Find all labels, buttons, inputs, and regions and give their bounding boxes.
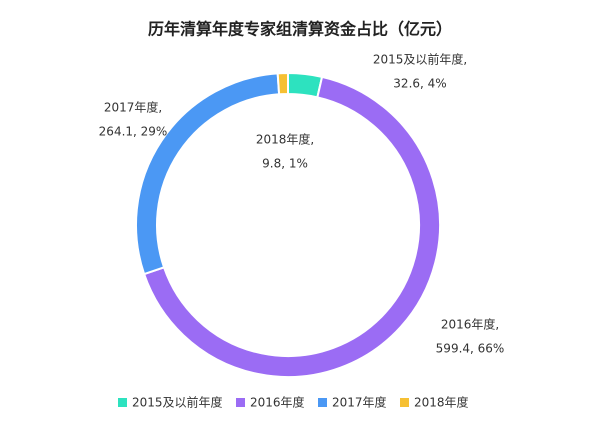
legend-swatch — [318, 398, 327, 407]
legend-label: 2017年度 — [332, 395, 387, 410]
donut-slice — [276, 71, 289, 96]
slice-label-title: 2016年度, — [441, 317, 499, 332]
slice-value-label: 599.4, 66% — [436, 342, 505, 356]
slice-value-label: 264.1, 29% — [99, 125, 168, 139]
slice-value-label: 32.6, 4% — [393, 77, 446, 91]
chart-title: 历年清算年度专家组清算资金占比（亿元） — [148, 20, 452, 39]
legend-label: 2018年度 — [414, 395, 469, 410]
legend-swatch — [118, 398, 127, 407]
legend-label: 2015及以前年度 — [132, 395, 223, 410]
slice-label-title: 2018年度, — [256, 132, 314, 147]
donut-slice — [287, 71, 324, 99]
slice-label-title: 2017年度, — [104, 100, 162, 115]
legend-swatch — [236, 398, 245, 407]
slice-label-title: 2015及以前年度, — [373, 52, 467, 67]
slice-value-label: 9.8, 1% — [262, 157, 308, 171]
legend-label: 2016年度 — [250, 395, 305, 410]
legend-swatch — [400, 398, 409, 407]
